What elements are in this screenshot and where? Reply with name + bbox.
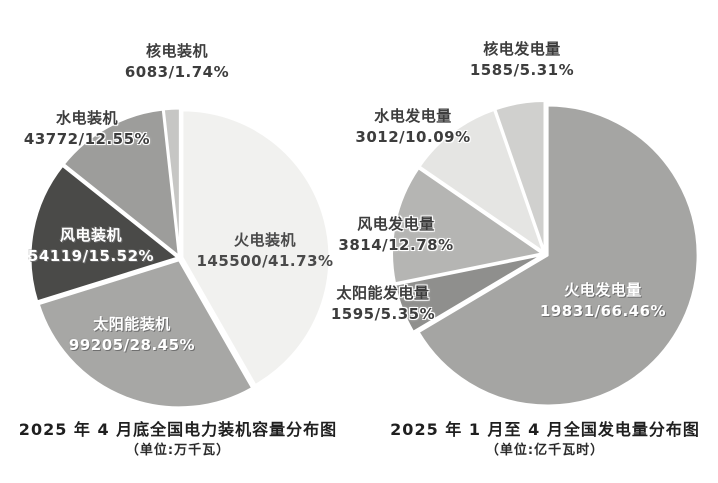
pie-slice-nuclear <box>494 100 546 253</box>
pie-slice-wind <box>391 167 544 285</box>
slice-name: 太阳能发电量 <box>336 284 430 302</box>
hydro-capacity-label: 水电装机 43772/12.55% <box>24 108 150 150</box>
generation-chart-caption: 2025 年 1 月至 4 月全国发电量分布图 （单位:亿千瓦时） <box>390 419 700 461</box>
thermal-capacity-label: 火电装机 145500/41.73% <box>196 230 333 272</box>
solar-generation-label: 太阳能发电量 1595/5.35% <box>331 283 435 325</box>
pie-slice-thermal <box>181 109 331 386</box>
slice-name: 太阳能装机 <box>93 315 171 333</box>
pie-slice-hydro <box>418 108 545 253</box>
slice-value: 3012/10.09% <box>355 128 471 146</box>
slice-name: 火电发电量 <box>564 281 642 299</box>
slice-value: 19831/66.46% <box>539 302 667 320</box>
capacity-chart-unit: （单位:万千瓦） <box>125 443 231 458</box>
slice-value: 54119/15.52% <box>27 247 155 265</box>
slice-value: 43772/12.55% <box>23 130 151 148</box>
slice-value: 1595/5.35% <box>330 305 436 323</box>
slice-name: 水电发电量 <box>374 107 452 125</box>
pie-slice-solar <box>394 254 544 333</box>
generation-chart-title: 2025 年 1 月至 4 月全国发电量分布图 <box>390 420 700 439</box>
wind-capacity-label: 风电装机 54119/15.52% <box>28 225 154 267</box>
capacity-chart-caption: 2025 年 4 月底全国电力装机容量分布图 （单位:万千瓦） <box>19 419 337 461</box>
installed-capacity-pie <box>29 107 331 409</box>
nuclear-capacity-label: 核电装机 6083/1.74% <box>125 41 229 83</box>
slice-value: 3814/12.78% <box>338 236 454 254</box>
pie-slice-hydro <box>62 108 180 257</box>
slice-name: 核电发电量 <box>483 40 561 58</box>
slice-name: 火电装机 <box>233 231 297 249</box>
slice-name: 水电装机 <box>55 109 119 127</box>
slice-value: 6083/1.74% <box>124 63 230 81</box>
generation-chart-unit: （单位:亿千瓦时） <box>485 443 605 458</box>
thermal-generation-label: 火电发电量 19831/66.46% <box>540 280 666 322</box>
generation-pie <box>391 100 699 407</box>
slice-name: 核电装机 <box>145 42 209 60</box>
hydro-generation-label: 水电发电量 3012/10.09% <box>355 106 470 148</box>
slice-value: 145500/41.73% <box>196 252 334 270</box>
slice-name: 风电装机 <box>59 226 123 244</box>
capacity-chart-title: 2025 年 4 月底全国电力装机容量分布图 <box>18 420 338 439</box>
solar-capacity-label: 太阳能装机 99205/28.45% <box>69 314 195 356</box>
slice-value: 99205/28.45% <box>68 336 196 354</box>
pie-slice-nuclear <box>162 107 181 257</box>
slice-value: 1585/5.31% <box>469 61 575 79</box>
slice-name: 风电发电量 <box>357 215 435 233</box>
nuclear-generation-label: 核电发电量 1585/5.31% <box>470 39 574 81</box>
wind-generation-label: 风电发电量 3814/12.78% <box>338 214 453 256</box>
pie-slice-solar <box>37 259 254 409</box>
pie-slice-wind <box>29 164 179 303</box>
pie-slice-thermal <box>417 104 699 407</box>
